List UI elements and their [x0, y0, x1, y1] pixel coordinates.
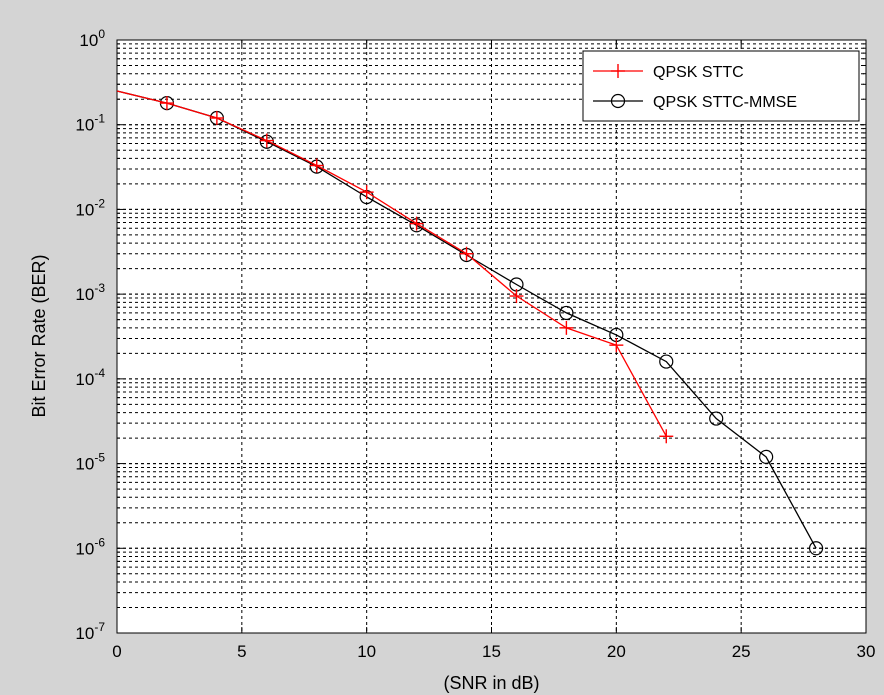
y-tick-label: 100 [79, 27, 105, 50]
y-tick-label: 10-3 [75, 281, 105, 304]
data-point [159, 96, 174, 111]
data-point [259, 133, 274, 148]
x-tick-label: 20 [607, 642, 626, 661]
y-tick-label: 10-6 [75, 535, 105, 558]
y-tick-label: 10-5 [75, 451, 105, 474]
data-point [659, 429, 674, 444]
data-point [611, 64, 625, 78]
data-point [808, 541, 824, 556]
x-tick-label: 15 [482, 642, 501, 661]
data-point [659, 354, 674, 369]
x-tick-label: 25 [732, 642, 751, 661]
data-point [609, 338, 624, 353]
series-line [116, 90, 667, 437]
y-tick-label: 10-7 [75, 620, 105, 643]
data-point [409, 216, 424, 231]
y-tick-label: 10-4 [75, 366, 105, 389]
x-axis-title: (SNR in dB) [443, 673, 539, 693]
x-tick-label: 0 [112, 642, 121, 661]
data-point [209, 111, 224, 126]
data-point [709, 411, 724, 426]
y-tick-label: 10-1 [75, 112, 105, 135]
y-axis-title: Bit Error Rate (BER) [29, 254, 49, 417]
axis-ticks: 0 5 10 15 20 25 30 100 10-1 10-2 10-3 10-4 10-5 10-6 1… [75, 27, 875, 661]
series-layer [116, 90, 824, 556]
data-point [359, 185, 374, 200]
series-plus [116, 90, 674, 444]
x-tick-label: 10 [357, 642, 376, 661]
legend-box [582, 50, 860, 122]
data-point [309, 158, 324, 173]
legend-label: QPSK STTC-MMSE [653, 94, 797, 111]
legend-label: QPSK STTC [653, 64, 744, 81]
x-tick-label: 30 [857, 642, 876, 661]
data-point [610, 93, 626, 109]
data-point [559, 305, 574, 321]
data-point [559, 320, 574, 335]
legend: QPSK STTC QPSK STTC-MMSE [582, 50, 860, 122]
grid [117, 40, 866, 633]
data-point [459, 246, 474, 261]
data-point [509, 289, 524, 304]
data-point [759, 449, 774, 464]
x-tick-label: 5 [237, 642, 246, 661]
y-tick-label: 10-2 [75, 196, 105, 219]
